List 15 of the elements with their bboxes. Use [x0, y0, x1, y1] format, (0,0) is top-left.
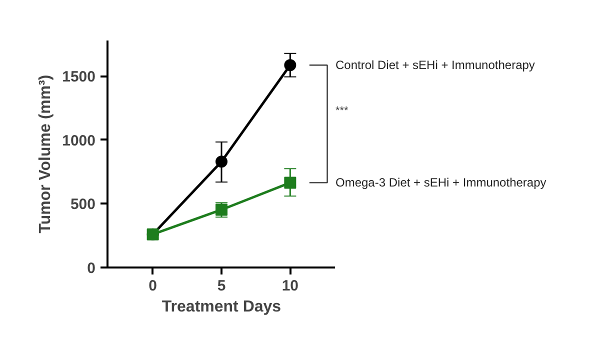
y-tick-label: 1500 [62, 68, 96, 86]
y-axis-title: Tumor Volume (mm³) [37, 74, 54, 234]
annotation: *** [336, 105, 350, 118]
y-tick-label: 500 [70, 196, 96, 214]
x-axis-title: Treatment Days [162, 298, 282, 316]
y-tick-label: 0 [87, 260, 96, 277]
x-tick-label: 10 [282, 278, 299, 294]
x-tick-label: 0 [148, 278, 157, 294]
y-tick-label: 1000 [62, 132, 96, 150]
x-tick-label: 5 [217, 278, 226, 294]
point [216, 156, 228, 168]
point [284, 176, 296, 189]
point [284, 59, 296, 72]
text: Control Diet + sEHi + Immunotherapy [336, 58, 535, 72]
text: Omega-3 Diet + sEHi + Immunotherapy [336, 176, 546, 190]
